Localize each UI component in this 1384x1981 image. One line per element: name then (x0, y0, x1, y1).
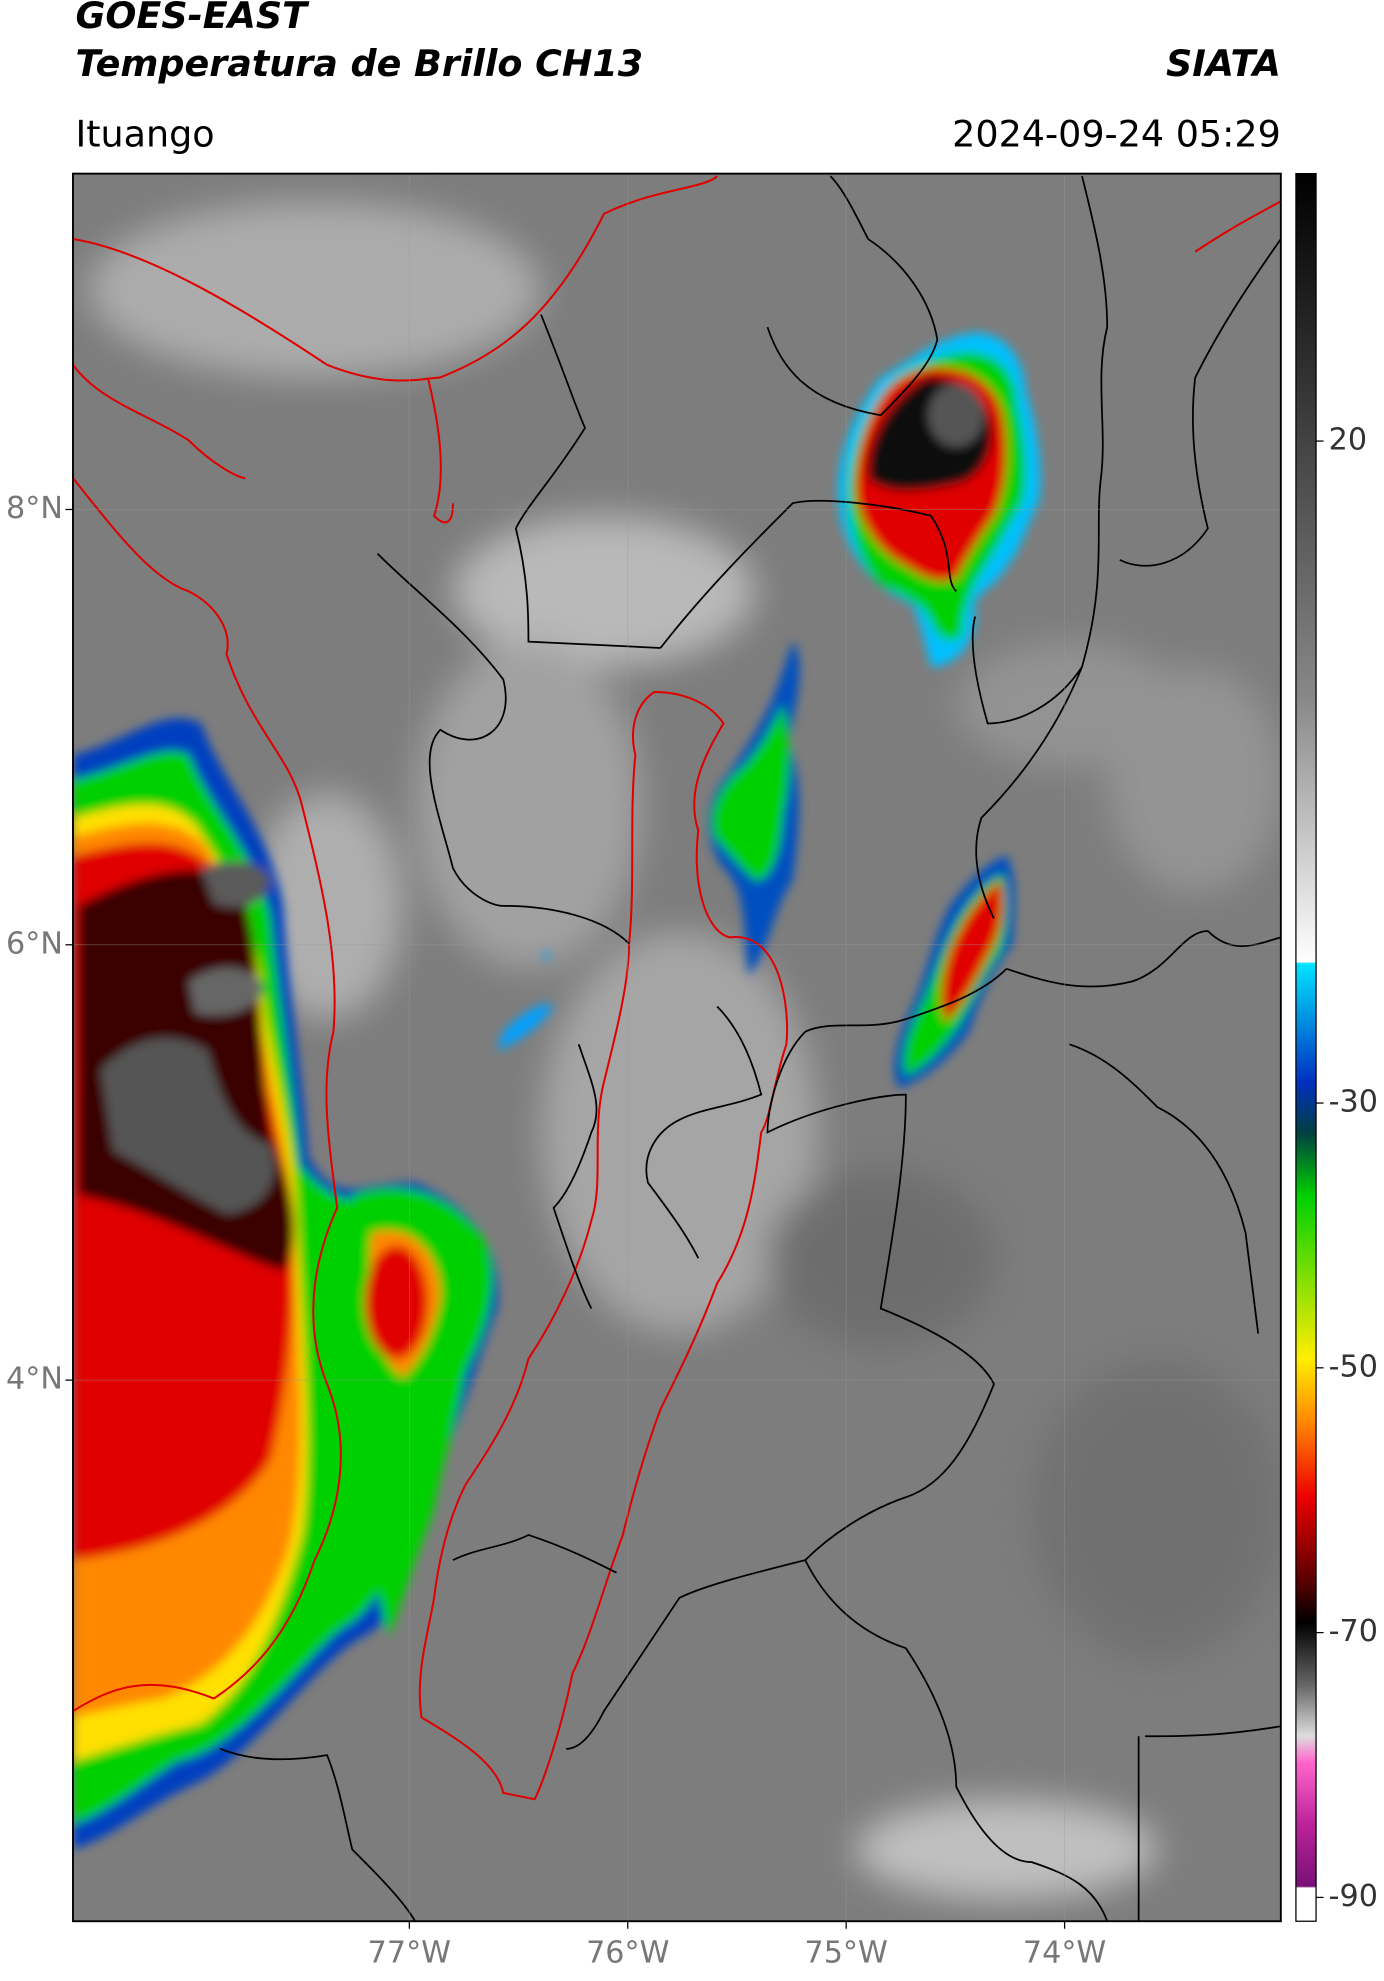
datetime-label: 2024-09-24 05:29 (952, 112, 1281, 155)
colorbar-tick-label: 20 (1329, 423, 1367, 458)
colorbar-tick-label: -50 (1329, 1349, 1378, 1384)
map-frame (72, 172, 1282, 1923)
x-tick-label: 75°W (804, 1935, 887, 1970)
colorbar-tick-label: -90 (1329, 1879, 1378, 1914)
x-tick-label: 76°W (586, 1935, 669, 1970)
y-tick-label: 6°N (6, 926, 63, 961)
source-label: SIATA (1166, 42, 1281, 85)
y-tick-label: 4°N (6, 1362, 63, 1397)
satellite-image (72, 173, 1281, 1922)
region-label: Ituango (75, 112, 214, 155)
y-tick-label: 8°N (6, 491, 63, 526)
product-title: Temperatura de Brillo CH13 (75, 42, 643, 85)
satellite-title: GOES-EAST (75, 0, 310, 37)
x-tick-label: 74°W (1023, 1935, 1106, 1970)
colorbar (1295, 172, 1317, 1922)
colorbar-tick-label: -30 (1329, 1085, 1378, 1120)
x-tick-label: 77°W (368, 1935, 451, 1970)
colorbar-tick-label: -70 (1329, 1614, 1378, 1649)
